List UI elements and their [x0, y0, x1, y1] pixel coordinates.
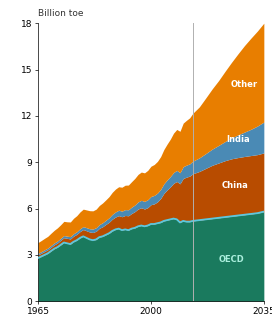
Text: Billion toe: Billion toe	[38, 9, 84, 18]
Text: China: China	[221, 181, 248, 190]
Text: Other: Other	[231, 80, 258, 89]
Text: India: India	[226, 134, 250, 144]
Text: OECD: OECD	[219, 255, 245, 264]
